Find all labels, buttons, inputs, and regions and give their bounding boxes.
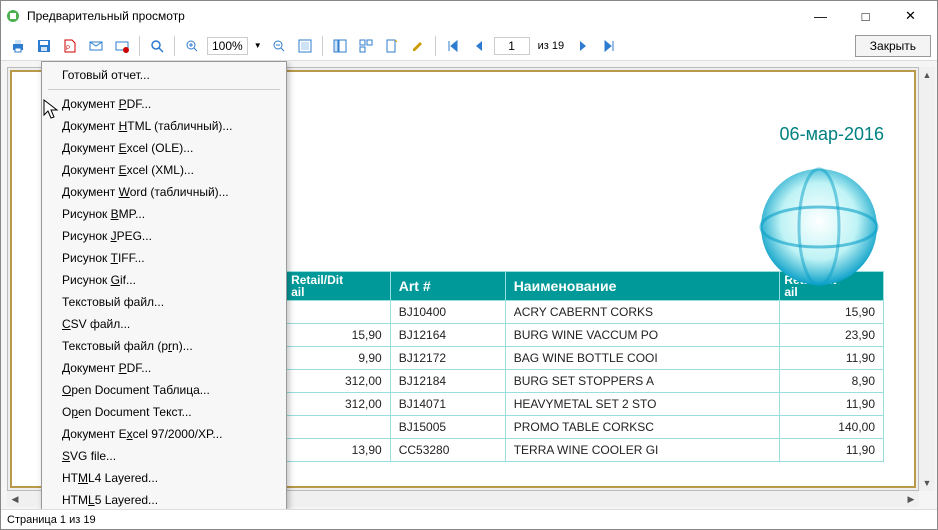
status-bar: Страница 1 из 19 [1,509,937,529]
title-bar: Предварительный просмотр — □ ✕ [1,1,937,31]
toolbar-separator [139,36,140,56]
table-cell: BJ15005 [390,415,505,438]
next-page-icon[interactable] [572,35,594,57]
window-close-button[interactable]: ✕ [888,2,933,30]
close-button[interactable]: Закрыть [855,35,931,57]
toolbar-separator [174,36,175,56]
minimize-button[interactable]: — [798,2,843,30]
scroll-up-icon[interactable]: ▲ [919,67,935,83]
mail-icon[interactable] [85,35,107,57]
fullscreen-icon[interactable] [294,35,316,57]
table-cell: BJ12184 [390,369,505,392]
scroll-left-icon[interactable]: ◀ [7,491,23,507]
dropdown-item[interactable]: Рисунок BMP... [44,203,284,225]
table-cell: BJ12172 [390,346,505,369]
report-date: 06-мар-2016 [780,124,884,145]
preview-content: 06-мар-2016 СТ italoi Demo ybusinesscata… [1,61,937,509]
dropdown-item[interactable]: Рисунок JPEG... [44,225,284,247]
table-cell: 312,00 [287,392,391,415]
table-cell: 11,90 [780,346,884,369]
dropdown-item[interactable]: Документ Excel 97/2000/XP... [44,423,284,445]
dropdown-item[interactable]: Документ PDF... [44,93,284,115]
dropdown-item[interactable]: HTML5 Layered... [44,489,284,509]
dropdown-separator [48,89,280,90]
page-number-input[interactable] [494,37,530,55]
dropdown-item[interactable]: Документ Excel (OLE)... [44,137,284,159]
table-cell: CC53280 [390,438,505,461]
pdf-icon[interactable]: P [59,35,81,57]
export-dropdown: Готовый отчет...Документ PDF...Документ … [41,61,287,509]
table-cell: BAG WINE BOTTLE COOI [505,346,780,369]
dropdown-item[interactable]: HTML4 Layered... [44,467,284,489]
dropdown-item[interactable]: Документ Excel (XML)... [44,159,284,181]
table-cell: 11,90 [780,438,884,461]
table-header: Art # [390,271,505,300]
dropdown-item[interactable]: Готовый отчет... [44,64,284,86]
zoom-in-icon[interactable] [181,35,203,57]
table-cell: 11,90 [780,392,884,415]
table-cell: HEAVYMETAL SET 2 STO [505,392,780,415]
scroll-down-icon[interactable]: ▼ [919,475,935,491]
maximize-button[interactable]: □ [843,2,888,30]
edit-icon[interactable] [407,35,429,57]
preview-window: Предварительный просмотр — □ ✕ P 100%▼ и… [0,0,938,530]
dropdown-item[interactable]: Рисунок TIFF... [44,247,284,269]
toolbar: P 100%▼ из 19 Закрыть [1,31,937,61]
toolbar-separator [435,36,436,56]
table-cell [287,415,391,438]
page-setup-icon[interactable] [381,35,403,57]
dropdown-item[interactable]: Документ Word (табличный)... [44,181,284,203]
print-icon[interactable] [7,35,29,57]
dropdown-item[interactable]: Open Document Таблица... [44,379,284,401]
status-text: Страница 1 из 19 [7,514,96,526]
table-cell: ACRY CABERNT CORKS [505,300,780,323]
thumbnails-icon[interactable] [355,35,377,57]
table-cell: BURG SET STOPPERS A [505,369,780,392]
table-cell: TERRA WINE COOLER GI [505,438,780,461]
toolbar-separator [322,36,323,56]
dropdown-item[interactable]: Документ HTML (табличный)... [44,115,284,137]
table-cell: 23,90 [780,323,884,346]
page-of-label: из 19 [534,40,568,52]
table-cell [287,300,391,323]
table-cell: 9,90 [287,346,391,369]
table-cell: BJ10400 [390,300,505,323]
vertical-scrollbar[interactable]: ▲ ▼ [919,67,935,491]
table-cell: 15,90 [780,300,884,323]
dropdown-item[interactable]: Open Document Текст... [44,401,284,423]
find-icon[interactable] [146,35,168,57]
table-cell: BJ12164 [390,323,505,346]
table-cell: PROMO TABLE CORKSC [505,415,780,438]
outline-icon[interactable] [329,35,351,57]
table-cell: 312,00 [287,369,391,392]
dropdown-item[interactable]: Текстовый файл... [44,291,284,313]
app-icon [5,8,21,24]
decorative-sphere [754,162,884,292]
scroll-right-icon[interactable]: ▶ [903,491,919,507]
dropdown-item[interactable]: Рисунок Gif... [44,269,284,291]
zoom-out-icon[interactable] [268,35,290,57]
table-header: Retail/Ditail [287,271,391,300]
table-header: Наименование [505,271,780,300]
table-cell: 15,90 [287,323,391,346]
zoom-combo[interactable]: 100% [207,37,248,55]
table-cell: 13,90 [287,438,391,461]
dropdown-item[interactable]: Документ PDF... [44,357,284,379]
dropdown-item[interactable]: SVG file... [44,445,284,467]
table-cell: BURG WINE VACCUM PO [505,323,780,346]
save-icon[interactable] [33,35,55,57]
table-cell: BJ14071 [390,392,505,415]
svg-text:P: P [66,46,70,52]
table-cell: 140,00 [780,415,884,438]
mail-pdf-icon[interactable] [111,35,133,57]
dropdown-item[interactable]: Текстовый файл (prn)... [44,335,284,357]
window-title: Предварительный просмотр [27,9,798,23]
table-cell: 8,90 [780,369,884,392]
last-page-icon[interactable] [598,35,620,57]
first-page-icon[interactable] [442,35,464,57]
prev-page-icon[interactable] [468,35,490,57]
dropdown-item[interactable]: CSV файл... [44,313,284,335]
